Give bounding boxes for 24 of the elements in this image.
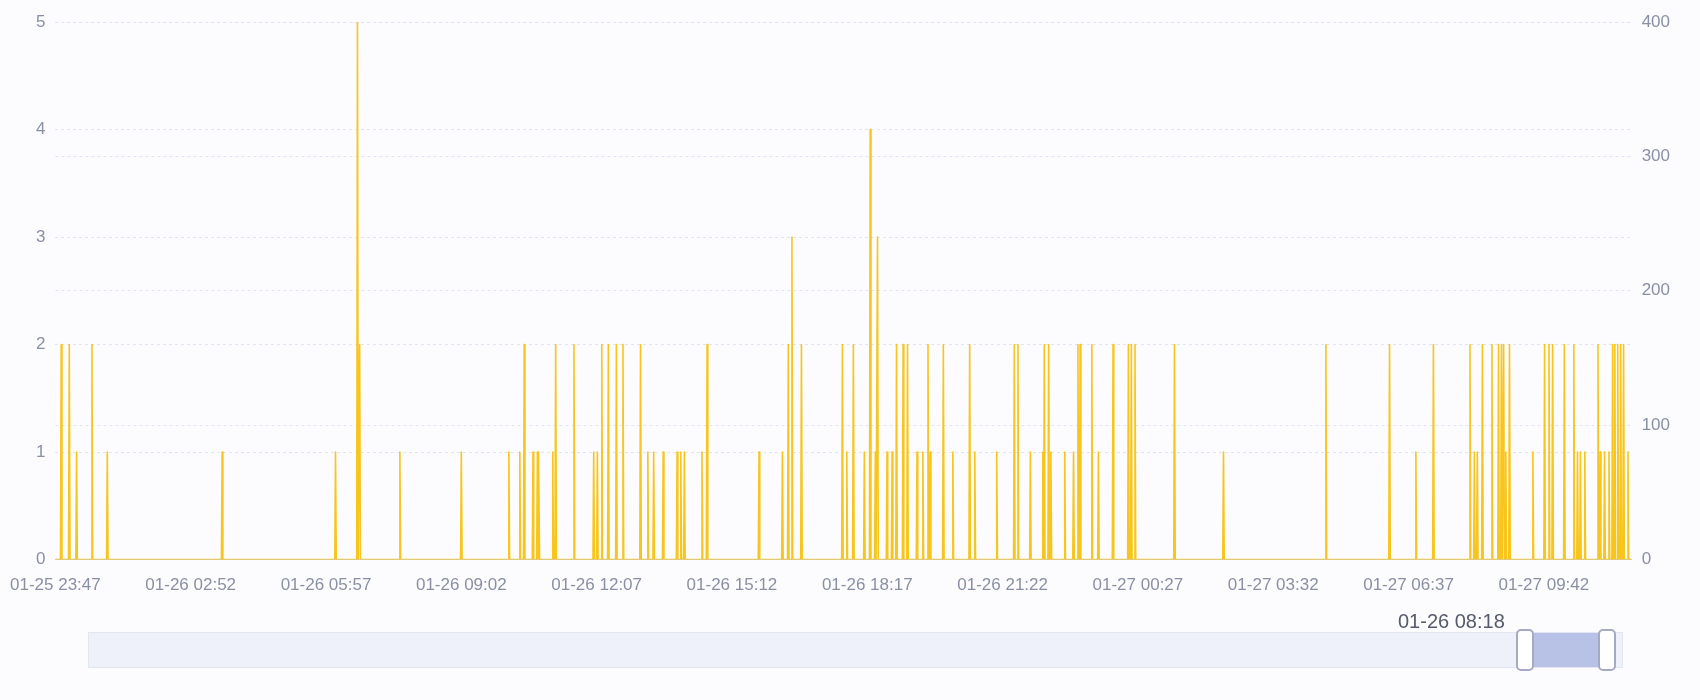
x-tick-label: 01-27 03:32 xyxy=(1227,575,1319,595)
y2-tick-label: 0 xyxy=(1641,549,1652,569)
y2-tick-label: 200 xyxy=(1641,280,1671,300)
x-tick-label: 01-26 21:22 xyxy=(957,575,1048,595)
x-tick-label: 01-27 06:37 xyxy=(1363,575,1454,595)
x-tick-label: 01-26 18:17 xyxy=(821,575,913,595)
x-tick-label: 01-26 02:52 xyxy=(145,575,237,595)
y-tick-label: 1 xyxy=(35,441,46,461)
x-tick-label: 01-26 12:07 xyxy=(551,575,643,595)
y2-tick-label: 100 xyxy=(1641,414,1671,434)
x-tick-label: 01-26 09:02 xyxy=(415,575,507,595)
x-tick-label: 01-27 00:27 xyxy=(1092,575,1184,595)
y2-tick-label: 400 xyxy=(1641,11,1671,31)
y2-tick-label: 300 xyxy=(1641,146,1671,166)
y-tick-label: 3 xyxy=(35,226,46,246)
x-tick-label: 01-26 05:57 xyxy=(280,575,372,595)
x-tick-label: 01-25 23:47 xyxy=(10,575,101,595)
text: 01-26 08:18 xyxy=(1398,610,1505,633)
y-tick-label: 4 xyxy=(35,119,46,139)
y-tick-label: 2 xyxy=(35,334,46,354)
y-tick-label: 5 xyxy=(35,11,46,31)
y-tick-label: 0 xyxy=(35,549,46,569)
x-tick-label: 01-27 09:42 xyxy=(1498,575,1590,595)
x-tick-label: 01-26 15:12 xyxy=(686,575,778,595)
